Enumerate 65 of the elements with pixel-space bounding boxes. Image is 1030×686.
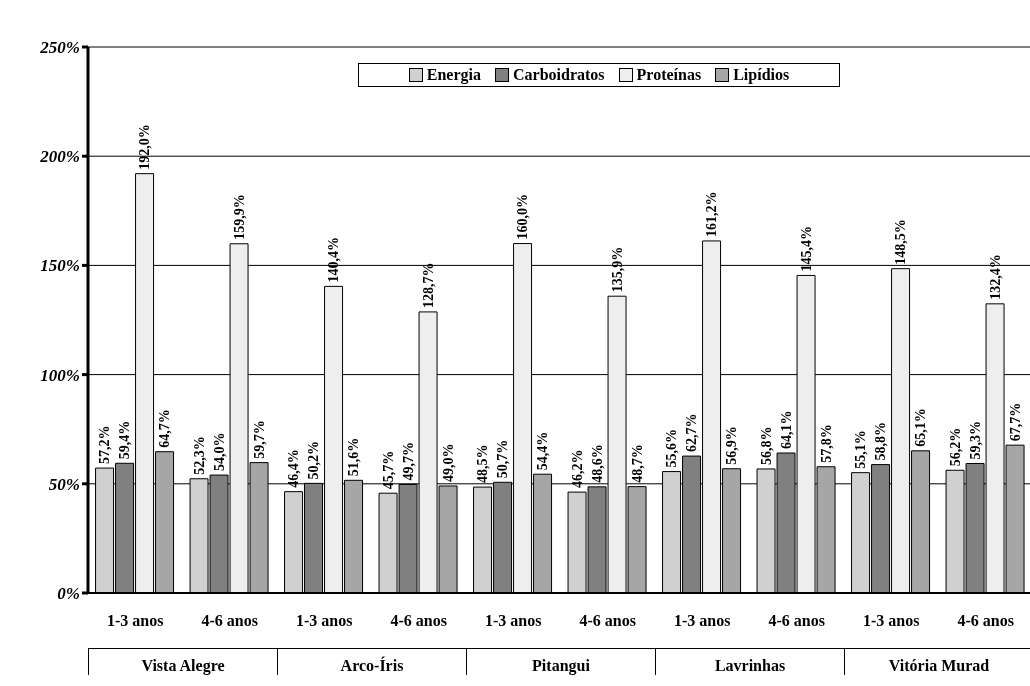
text: Pitangui [466, 649, 655, 675]
data-label: 45,7% [380, 450, 396, 490]
data-label: 51,6% [346, 437, 362, 477]
data-label: 159,9% [231, 194, 247, 240]
legend-label: Energia [426, 66, 482, 84]
x-tick-label: 4-6 anos [768, 612, 825, 630]
data-label: 64,1% [778, 410, 794, 450]
y-tick-label: 150% [40, 256, 80, 276]
data-label: 55,1% [853, 430, 869, 469]
data-label: 55,6% [664, 429, 680, 468]
data-label: 192,0% [137, 124, 153, 170]
data-label: 50,2% [306, 440, 322, 480]
data-label: 67,7% [1007, 402, 1023, 442]
data-label: 56,2% [947, 427, 963, 467]
data-label: 54,0% [211, 432, 227, 472]
data-label: 132,4% [987, 254, 1003, 300]
data-label: 48,7% [629, 444, 645, 483]
x-tick-label: 4-6 anos [579, 612, 636, 630]
data-label: 65,1% [913, 408, 929, 447]
data-label: 140,4% [326, 236, 342, 283]
legend-label: Lipídios [733, 66, 790, 84]
x-tick-label: 4-6 anos [957, 612, 1014, 630]
data-label: 161,2% [704, 191, 720, 237]
data-label: 58,8% [873, 422, 889, 461]
data-label: 160,0% [515, 194, 531, 240]
legend-label: Carboidratos [513, 66, 605, 84]
data-label: 59,7% [251, 420, 267, 459]
data-label: 56,9% [724, 426, 740, 465]
x-tick-label: 4-6 anos [390, 612, 447, 630]
text: Arco-Íris [277, 649, 466, 675]
data-label: 145,4% [798, 225, 814, 272]
data-label: 46,4% [286, 449, 302, 488]
y-tick-label: 200% [39, 147, 80, 167]
y-tick-label: 100% [40, 365, 80, 385]
data-label: 49,7% [400, 441, 416, 481]
y-tick-label: 250% [39, 38, 80, 58]
data-label: 148,5% [893, 219, 909, 265]
x-tick-label: 1-3 anos [107, 612, 164, 630]
data-label: 62,7% [684, 413, 700, 453]
x-tick-label: 1-3 anos [296, 612, 353, 630]
data-label: 59,3% [967, 420, 983, 460]
data-label: 48,5% [475, 444, 491, 484]
data-label: 57,8% [818, 424, 834, 463]
data-label: 57,2% [97, 425, 113, 465]
text: Vista Alegre [88, 649, 277, 675]
data-label: 56,8% [758, 426, 774, 465]
text: Vitória Murad [844, 649, 1030, 675]
data-label: 48,6% [589, 444, 605, 483]
data-label: 49,0% [440, 443, 456, 482]
data-label: 135,9% [609, 246, 625, 293]
text: Lavrinhas [655, 649, 844, 675]
y-tick-label: 50% [48, 474, 80, 494]
data-label: 54,4% [535, 431, 551, 471]
x-tick-label: 1-3 anos [863, 612, 920, 630]
y-tick-label: 0% [57, 584, 80, 604]
data-label: 50,7% [495, 439, 511, 479]
data-label: 128,7% [420, 262, 436, 308]
legend-label: Proteínas [636, 66, 702, 84]
x-tick-label: 4-6 anos [201, 612, 258, 630]
data-label: 59,4% [117, 420, 133, 460]
data-label: 46,2% [569, 449, 585, 489]
data-label: 64,7% [157, 409, 173, 448]
x-tick-label: 1-3 anos [485, 612, 542, 630]
x-tick-label: 1-3 anos [674, 612, 731, 630]
data-label: 52,3% [191, 436, 207, 475]
